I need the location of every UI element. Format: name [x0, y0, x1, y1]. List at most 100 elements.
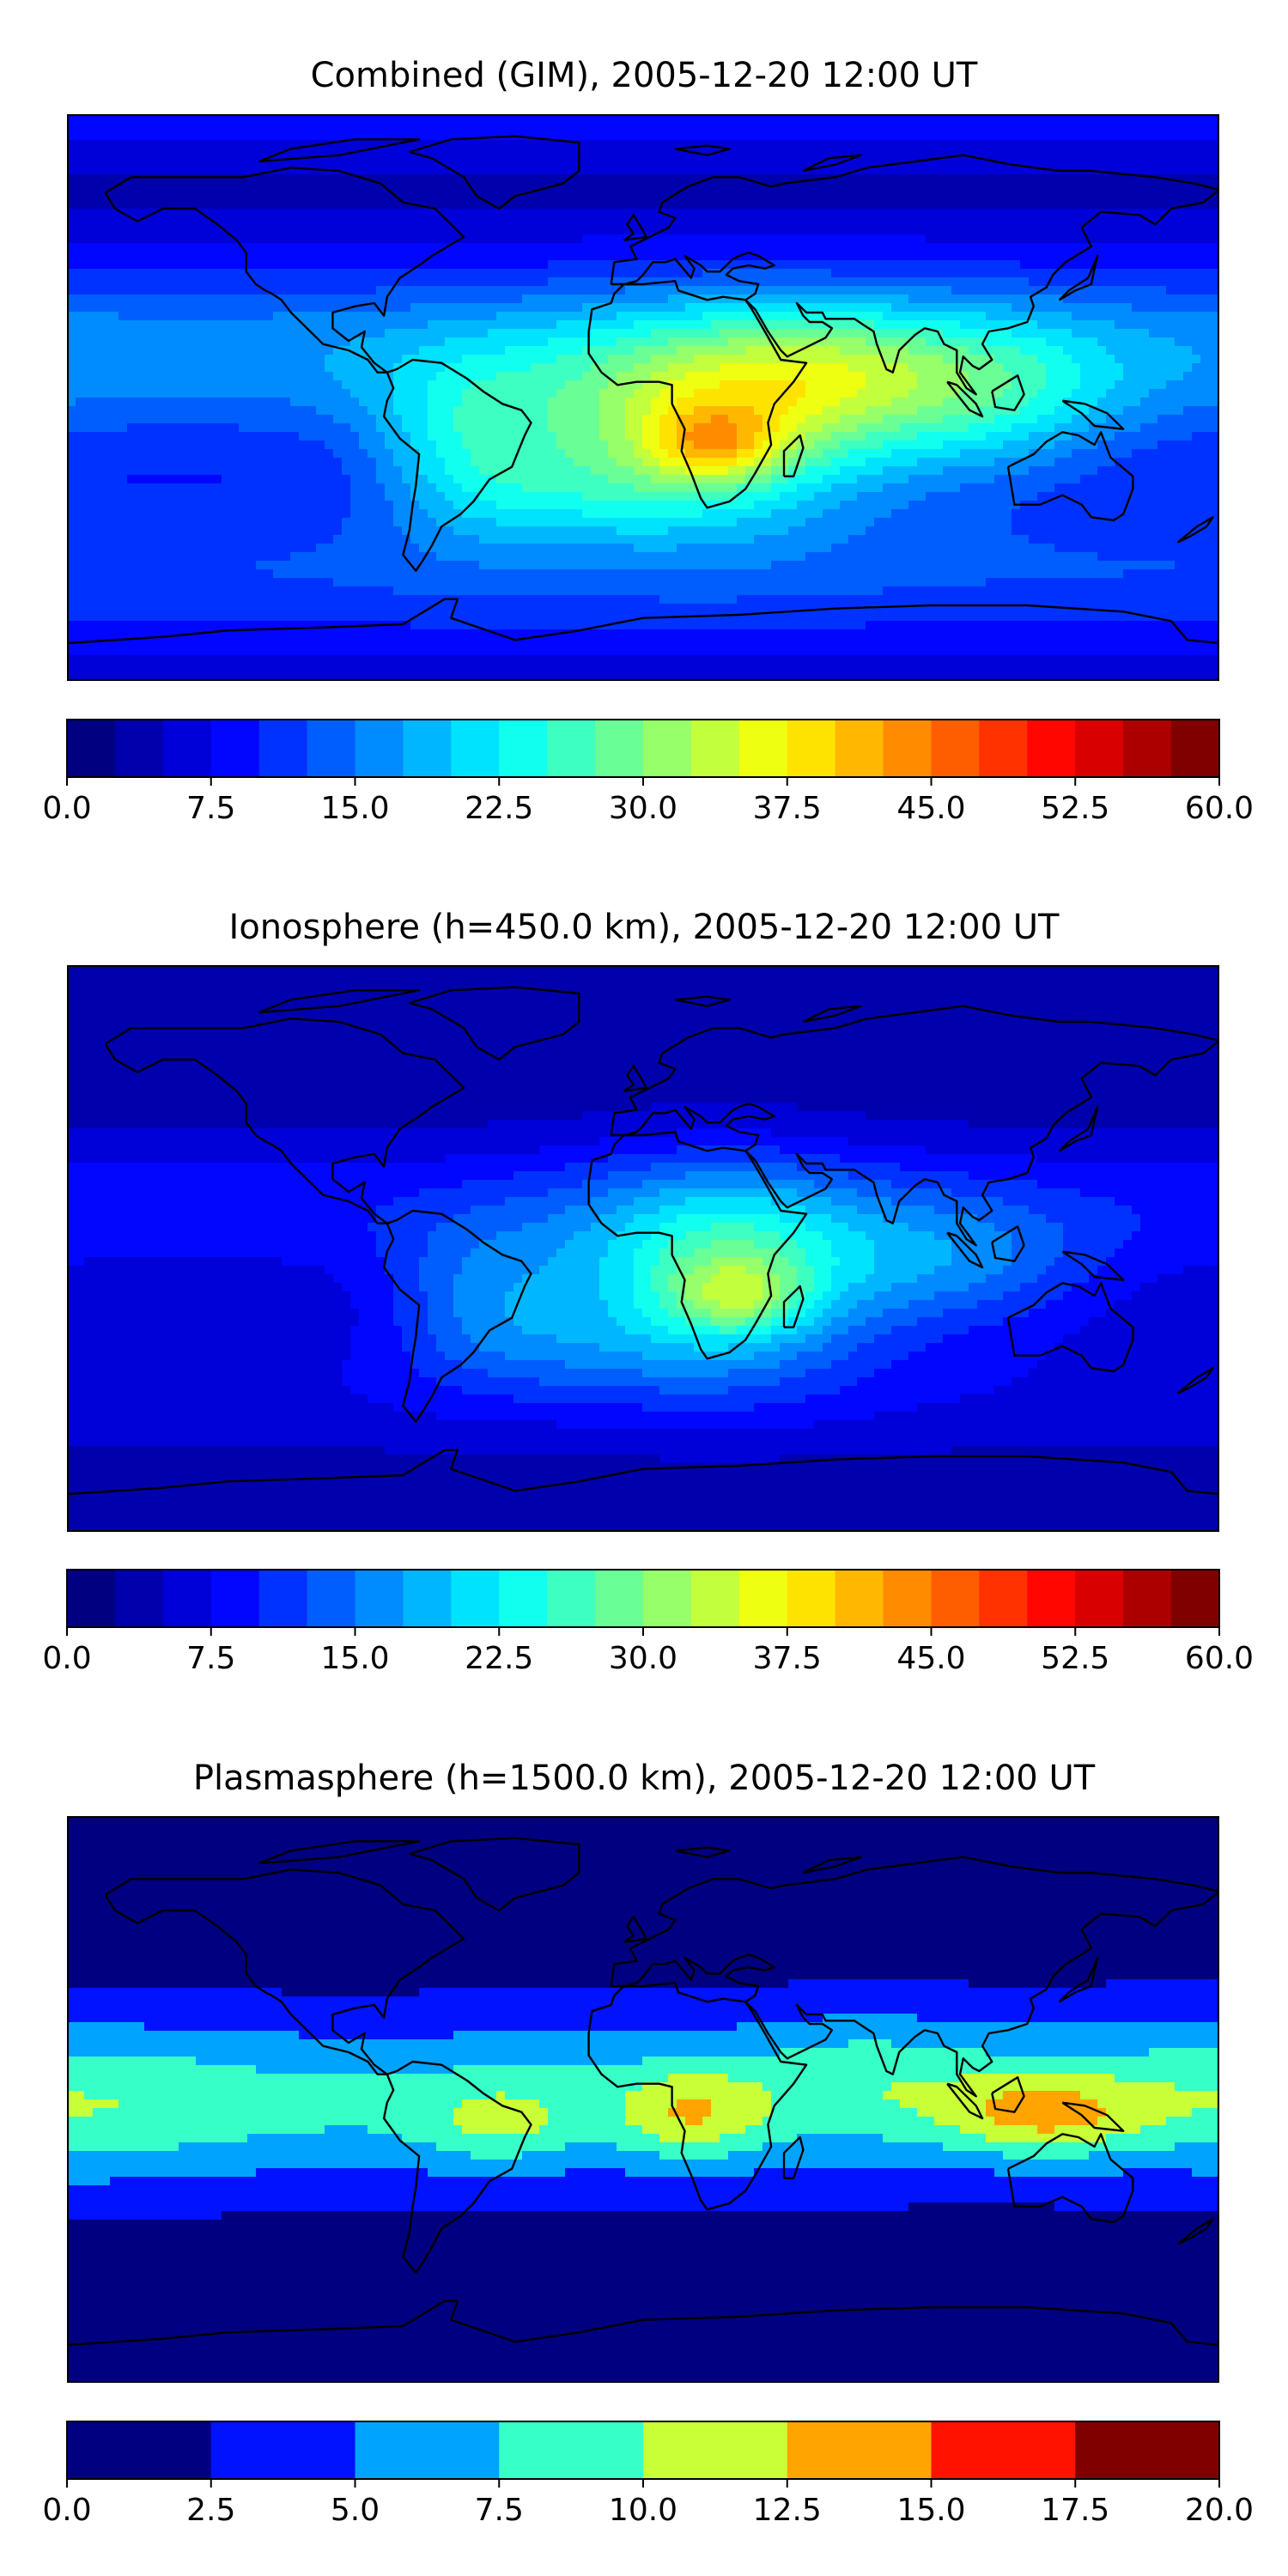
contour-cell	[136, 372, 145, 381]
contour-cell	[934, 303, 944, 313]
contour-cell	[239, 337, 248, 347]
contour-cell	[333, 269, 343, 278]
contour-cell	[994, 312, 1004, 321]
contour-cell	[754, 346, 763, 355]
contour-cell	[969, 166, 978, 175]
contour-cell	[874, 363, 884, 373]
contour-cell	[385, 209, 394, 218]
contour-cell	[376, 226, 386, 235]
contour-cell	[419, 166, 428, 175]
contour-cell	[1003, 157, 1012, 167]
contour-cell	[488, 277, 497, 287]
contour-cell	[1012, 295, 1021, 304]
contour-cell	[642, 149, 652, 158]
contour-cell	[445, 123, 454, 132]
contour-cell	[1200, 260, 1210, 270]
contour-cell	[256, 286, 265, 295]
contour-cell	[144, 149, 154, 158]
contour-cell	[368, 337, 377, 347]
contour-cell	[823, 191, 832, 201]
contour-cell	[634, 423, 643, 433]
contour-cell	[93, 166, 102, 175]
contour-cell	[617, 243, 626, 252]
contour-cell	[934, 149, 944, 158]
contour-cell	[230, 157, 240, 167]
contour-cell	[1012, 380, 1021, 390]
contour-cell	[1063, 183, 1072, 192]
contour-cell	[720, 363, 729, 373]
contour-cell	[350, 312, 360, 321]
contour-cell	[1132, 269, 1141, 278]
contour-cell	[797, 415, 806, 424]
contour-cell	[350, 277, 360, 287]
contour-cell	[204, 183, 214, 192]
contour-cell	[574, 174, 583, 184]
contour-cell	[677, 174, 686, 184]
contour-cell	[496, 329, 506, 338]
contour-cell	[1037, 277, 1047, 287]
contour-cell	[1037, 380, 1047, 390]
contour-cell	[1132, 389, 1141, 398]
contour-cell	[891, 209, 901, 218]
contour-cell	[608, 131, 617, 141]
contour-cell	[728, 252, 738, 261]
contour-cell	[153, 260, 162, 270]
contour-cell	[728, 217, 738, 227]
contour-cell	[969, 277, 978, 287]
contour-cell	[213, 114, 222, 124]
contour-cell	[848, 286, 858, 295]
contour-cell	[1192, 372, 1201, 381]
contour-cell	[677, 295, 686, 304]
contour-cell	[651, 174, 660, 184]
contour-cell	[926, 337, 935, 347]
contour-cell	[316, 234, 325, 244]
contour-cell	[471, 286, 480, 295]
contour-cell	[891, 380, 901, 390]
contour-cell	[1106, 183, 1115, 192]
contour-cell	[230, 114, 240, 124]
contour-cell	[754, 209, 763, 218]
contour-cell	[118, 140, 128, 149]
contour-cell	[539, 234, 549, 244]
contour-cell	[1132, 174, 1141, 184]
contour-cell	[668, 423, 677, 433]
contour-cell	[951, 295, 961, 304]
contour-cell	[960, 140, 969, 149]
contour-cell	[161, 269, 171, 278]
contour-cell	[307, 114, 317, 124]
contour-cell	[445, 209, 454, 218]
contour-cell	[866, 131, 875, 141]
contour-cell	[187, 423, 197, 433]
contour-cell	[513, 200, 523, 210]
contour-cell	[264, 114, 274, 124]
contour-cell	[900, 363, 909, 373]
contour-cell	[754, 363, 763, 373]
contour-cell	[625, 355, 635, 364]
contour-cell	[874, 380, 884, 390]
contour-cell	[908, 200, 918, 210]
contour-cell	[342, 303, 351, 313]
contour-cell	[239, 140, 248, 149]
contour-cell	[582, 183, 592, 192]
contour-cell	[634, 320, 643, 330]
contour-cell	[1106, 191, 1115, 201]
contour-cell	[625, 260, 635, 270]
contour-cell	[1012, 149, 1021, 158]
contour-cell	[608, 234, 617, 244]
contour-cell	[1029, 286, 1038, 295]
contour-cell	[677, 320, 686, 330]
contour-cell	[531, 209, 540, 218]
contour-cell	[1072, 209, 1081, 218]
contour-cell	[599, 183, 609, 192]
contour-cell	[814, 149, 823, 158]
contour-cell	[977, 380, 987, 390]
contour-cell	[1166, 260, 1176, 270]
contour-cell	[179, 312, 188, 321]
contour-cell	[685, 234, 695, 244]
contour-cell	[488, 226, 497, 235]
contour-cell	[874, 114, 884, 124]
contour-cell	[213, 191, 222, 201]
contour-field	[67, 114, 1219, 681]
contour-cell	[1097, 380, 1107, 390]
contour-cell	[136, 234, 145, 244]
